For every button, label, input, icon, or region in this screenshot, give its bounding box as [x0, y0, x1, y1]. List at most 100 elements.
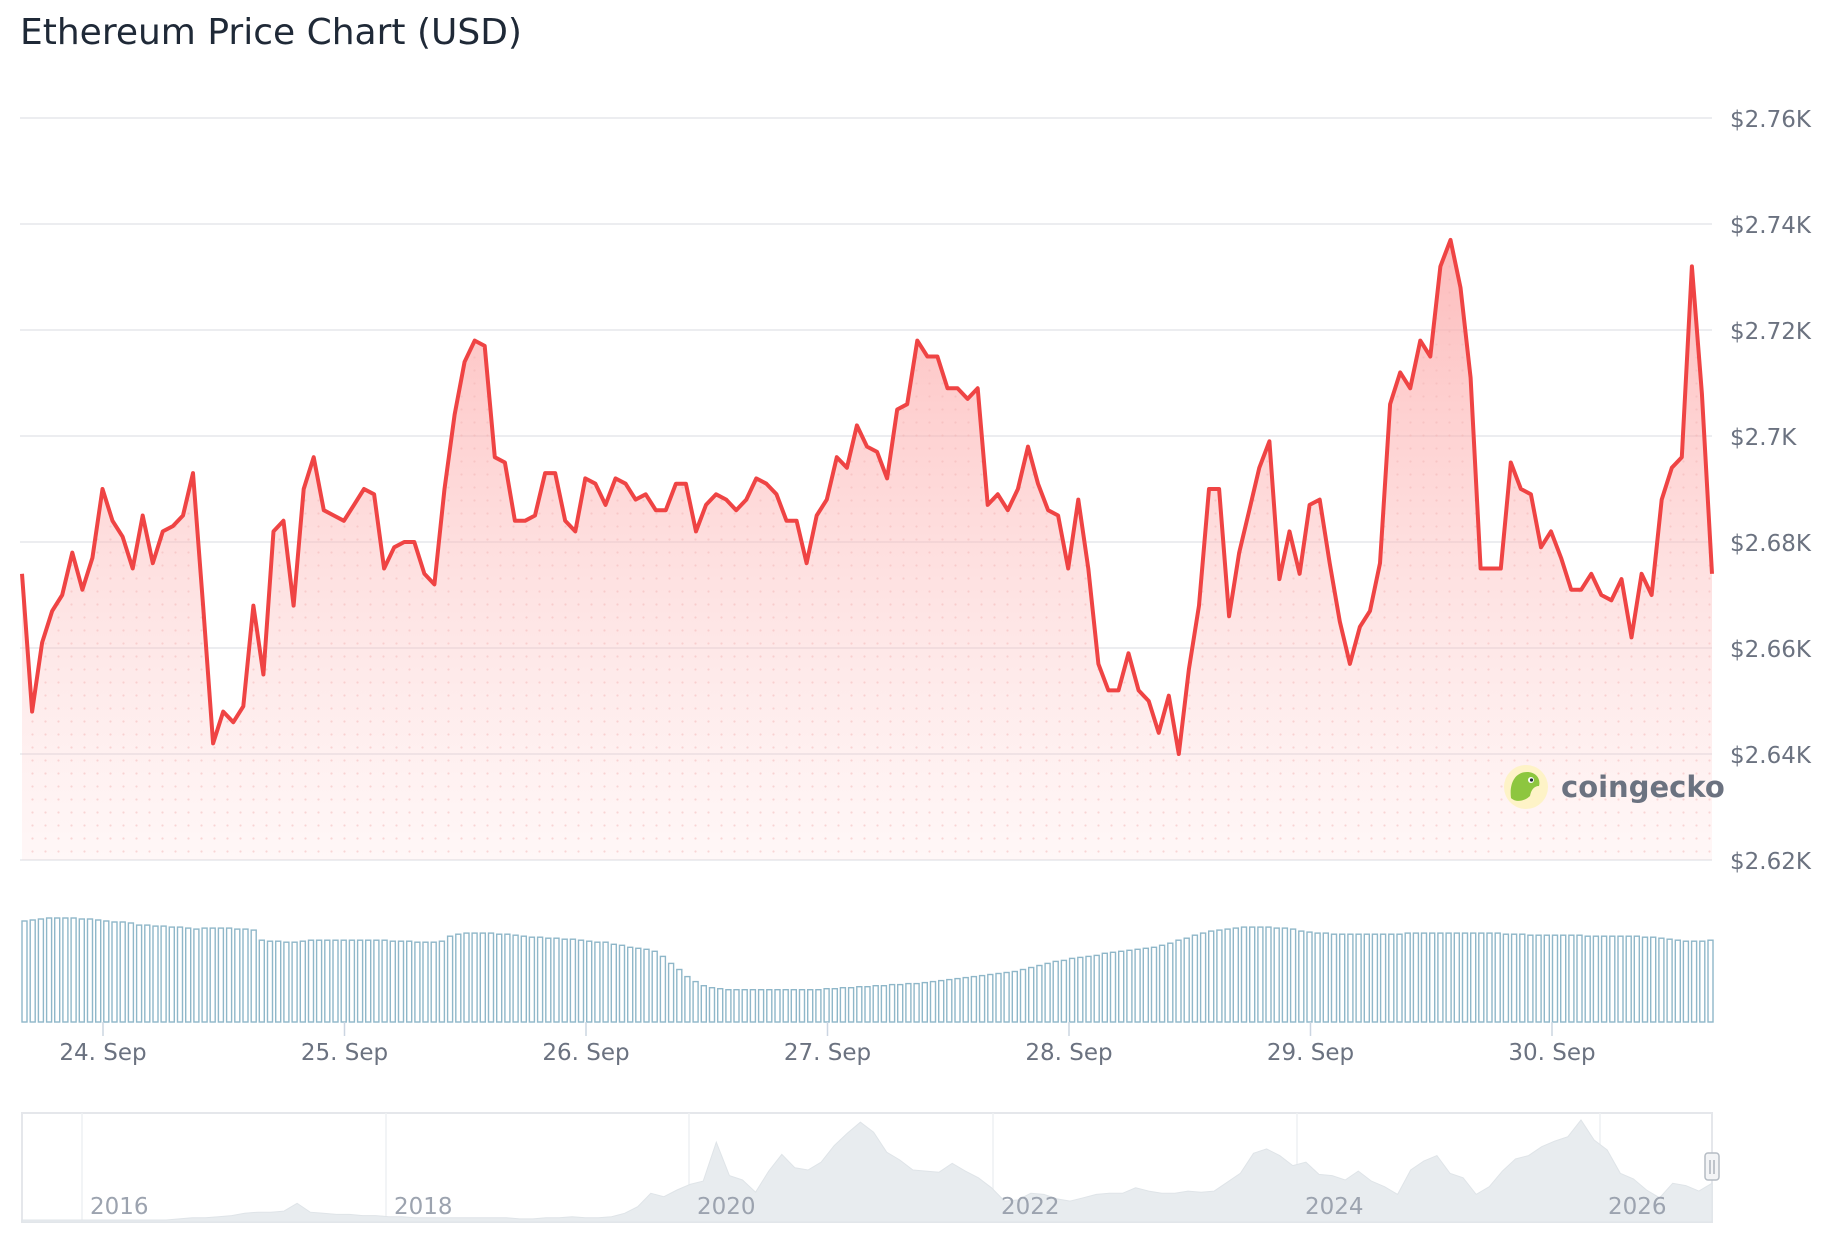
volume-bar	[1404, 932, 1411, 1023]
volume-bar	[1093, 954, 1100, 1023]
volume-bar	[643, 948, 650, 1023]
navigator-year-label: 2024	[1305, 1194, 1364, 1220]
volume-bar	[864, 986, 871, 1023]
volume-bar	[545, 937, 552, 1023]
volume-bar	[684, 975, 691, 1023]
volume-bar	[782, 989, 789, 1023]
volume-bar	[1551, 934, 1559, 1023]
volume-bar	[1044, 962, 1051, 1023]
volume-bar	[1265, 926, 1272, 1023]
volume-bar	[1052, 960, 1059, 1023]
volume-bar	[1519, 933, 1526, 1023]
volume-bar	[291, 941, 298, 1023]
volume-bar	[602, 941, 609, 1023]
volume-bar	[471, 932, 478, 1023]
volume-bar	[1003, 971, 1010, 1023]
volume-bar	[1461, 932, 1469, 1023]
volume-bar	[29, 919, 36, 1023]
coingecko-watermark: coingecko	[1504, 765, 1725, 809]
volume-bar	[1568, 934, 1575, 1023]
volume-bar	[111, 921, 118, 1023]
volume-bar	[1077, 956, 1084, 1023]
volume-bar	[577, 939, 585, 1023]
volume-bar	[1142, 947, 1150, 1023]
volume-bar	[995, 972, 1002, 1023]
x-tick-label: 30. Sep	[1508, 1040, 1595, 1066]
volume-bar	[414, 941, 421, 1023]
volume-bar	[766, 989, 773, 1023]
volume-bar	[1191, 934, 1199, 1023]
x-tick-label: 29. Sep	[1267, 1040, 1354, 1066]
volume-bar	[1510, 933, 1518, 1023]
volume-bar	[987, 973, 994, 1023]
volume-bar	[324, 939, 331, 1023]
volume-bar	[1666, 938, 1673, 1023]
volume-bar	[438, 940, 446, 1023]
volume-bar	[651, 950, 658, 1023]
volume-bar	[1371, 933, 1379, 1023]
volume-bar	[807, 989, 814, 1023]
volume-bar	[307, 939, 315, 1023]
volume-bar	[94, 919, 102, 1023]
volume-bar	[176, 926, 184, 1023]
volume-bar	[381, 939, 388, 1023]
price-line[interactable]	[20, 237, 1714, 756]
volume-bar	[422, 941, 429, 1023]
volume-bar	[1379, 933, 1387, 1023]
volume-bar	[872, 985, 879, 1023]
volume-bar	[283, 941, 290, 1023]
volume-bar	[37, 918, 45, 1023]
volume-bar	[193, 928, 200, 1023]
volume-bar	[708, 987, 716, 1023]
volume-bar	[1363, 933, 1371, 1023]
volume-bar	[1019, 968, 1027, 1023]
volume-bar	[1126, 949, 1133, 1023]
volume-bar	[790, 989, 797, 1023]
volume-bar	[938, 979, 945, 1023]
volume-bar	[1101, 952, 1109, 1023]
volume-bar	[1150, 946, 1158, 1023]
volume-bar	[1289, 928, 1297, 1023]
volume-bar	[348, 939, 356, 1023]
volume-bar	[1388, 933, 1395, 1023]
volume-bar	[1478, 932, 1485, 1023]
volume-bar	[946, 978, 953, 1023]
volume-bar	[160, 925, 167, 1023]
volume-bar	[1453, 932, 1461, 1023]
volume-bar	[667, 962, 675, 1023]
volume-bar	[1207, 930, 1215, 1023]
volume-bar	[299, 940, 306, 1023]
volume-bar	[618, 944, 626, 1023]
range-navigator: 2016 2018 2020 2022 2024 2026	[21, 1112, 1720, 1223]
volume-bar	[749, 989, 757, 1023]
y-tick-label: $2.7K	[1730, 425, 1797, 451]
volume-bar	[1314, 932, 1321, 1023]
volume-bar	[86, 918, 94, 1023]
volume-bar	[1699, 940, 1706, 1023]
volume-bar	[152, 925, 159, 1023]
volume-bar	[504, 933, 511, 1023]
y-tick-label: $2.74K	[1730, 213, 1812, 239]
volume-bar	[954, 977, 961, 1023]
volume-bar	[536, 936, 544, 1023]
volume-bar	[54, 917, 61, 1023]
navigator-handle[interactable]	[1704, 1152, 1720, 1181]
volume-bar	[1281, 927, 1289, 1023]
volume-bar	[225, 927, 233, 1023]
volume-bar	[970, 975, 978, 1023]
volume-bar	[266, 940, 274, 1023]
volume-bar	[569, 938, 577, 1023]
volume-bar	[1027, 966, 1035, 1023]
volume-bar	[135, 924, 143, 1023]
volume-bar	[962, 976, 969, 1023]
volume-bar	[1576, 934, 1583, 1023]
volume-bar	[1199, 932, 1207, 1023]
volume-bar	[1347, 933, 1354, 1023]
volume-bar	[356, 939, 364, 1023]
volume-bar	[1617, 935, 1624, 1023]
volume-bar	[528, 936, 536, 1023]
volume-bar	[21, 920, 28, 1023]
y-tick-label: $2.66K	[1730, 637, 1812, 663]
volume-bar	[610, 943, 617, 1023]
